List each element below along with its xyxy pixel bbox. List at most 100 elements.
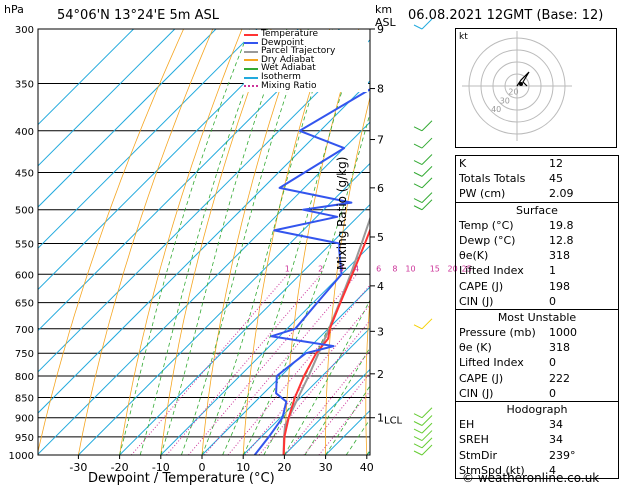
index-value: 19.8	[549, 218, 574, 232]
plot-frame	[37, 28, 371, 456]
index-name: CAPE (J)	[459, 279, 504, 293]
isotherm-line	[38, 29, 134, 126]
pressure-tick-label: 800	[15, 372, 34, 383]
km-tick-label: 1	[377, 412, 384, 425]
km-tick-label: 9	[377, 23, 384, 36]
index-row: SREH 34	[456, 432, 618, 447]
km-tick-label: 4	[377, 280, 384, 293]
pressure-tick-label: 500	[15, 206, 34, 217]
legend: Temperature Dewpoint Parcel Trajectory Dry …	[244, 30, 368, 92]
index-row: StmSpd (kt) 4	[456, 463, 618, 478]
temperature-tick-label: 40	[360, 461, 374, 474]
wind-barb	[413, 143, 423, 149]
wet-adiabat-line	[284, 299, 370, 455]
index-value: 0	[549, 356, 556, 370]
wet-adiabat-line	[119, 29, 251, 455]
pressure-tick-label: 650	[15, 299, 34, 310]
mixing-ratio-label: 10	[405, 264, 415, 273]
index-name: StmDir	[459, 448, 498, 462]
wind-barb	[421, 137, 433, 149]
wind-barb	[421, 430, 433, 441]
mixing-ratio-label: 15	[430, 264, 440, 273]
index-name: Dewp (°C)	[459, 233, 516, 247]
hpa-label: hPa	[4, 3, 24, 16]
dry-adiabat-line	[405, 29, 447, 455]
mixing-ratio-line	[284, 349, 370, 455]
km-label: km	[375, 3, 393, 16]
index-row: CAPE (J) 222	[456, 371, 618, 386]
km-tick-label: 5	[377, 231, 384, 244]
legend-item: Dewpoint	[244, 38, 304, 48]
wind-barb	[421, 18, 433, 30]
mixing-ratio-line	[131, 273, 289, 455]
legend-label: Temperature	[261, 29, 319, 39]
index-value: 4	[549, 463, 556, 477]
wind-barb	[421, 166, 433, 177]
index-value: 0	[549, 386, 556, 400]
temperature-tick-label: -30	[69, 461, 87, 474]
index-name: θe (K)	[459, 341, 492, 355]
pressure-tick-label: 850	[15, 393, 34, 404]
index-row: CIN (J) 0	[456, 294, 618, 309]
mixing-ratio-axis-label: Mixing Ratio (g/kg)	[335, 156, 349, 270]
index-name: CAPE (J)	[459, 371, 504, 385]
isotherm-line	[38, 29, 217, 208]
dry-adiabat-line	[242, 29, 331, 455]
pressure-tick-label: 1000	[9, 451, 34, 462]
pressure-tick-label: 700	[15, 325, 34, 336]
hodograph-ring-label: 30	[500, 96, 510, 105]
wind-barb	[413, 443, 423, 449]
index-row: StmDir 239°	[456, 448, 618, 463]
wind-barb	[413, 428, 423, 434]
wet-adiabat-line	[139, 29, 268, 455]
hodograph-frame	[455, 28, 617, 148]
legend-swatch	[244, 33, 258, 36]
legend-item: Parcel Trajectory	[244, 47, 335, 56]
temperature-tick-label: -10	[152, 461, 170, 474]
legend-label: Isotherm	[261, 72, 301, 82]
hodograph-unit-label: kt	[459, 32, 468, 42]
mixing-ratio-line	[244, 303, 370, 455]
index-row: CAPE (J) 198	[456, 279, 618, 294]
index-value: 1000	[549, 326, 577, 340]
wind-barb	[413, 450, 423, 456]
dry-adiabat-line	[284, 29, 360, 455]
wind-barb	[413, 205, 423, 211]
temperature-tick-label: 30	[319, 461, 333, 474]
legend-label: Parcel Trajectory	[261, 46, 336, 57]
index-row: Dewp (°C) 12.8	[456, 233, 618, 248]
wet-adiabat-line	[201, 29, 334, 455]
index-value: 34	[549, 418, 563, 432]
index-section-title: Most Unstable	[456, 308, 618, 325]
legend-label: Dry Adiabat	[261, 54, 315, 65]
wet-adiabat-line	[242, 111, 370, 455]
index-name: Lifted Index	[459, 356, 524, 370]
temperature-tick-label: 10	[236, 461, 250, 474]
wet-adiabat-line	[181, 29, 309, 455]
index-row: θe (K) 318	[456, 340, 618, 355]
wind-barb	[421, 154, 433, 165]
wind-barb	[421, 120, 433, 132]
wind-barb	[413, 160, 423, 165]
isotherm-line	[284, 368, 370, 455]
index-row: Temp (°C) 19.8	[456, 218, 618, 233]
pressure-tick-label: 900	[15, 414, 34, 425]
indices-table: K 12 Totals Totals 45 PW (cm) 2.09 Surface Temp…	[455, 155, 619, 479]
mixing-ratio-label: 20	[447, 264, 457, 273]
legend-swatch	[244, 59, 258, 62]
legend-swatch	[244, 76, 258, 79]
wind-barb	[421, 437, 433, 449]
index-value: 318	[549, 249, 570, 263]
index-value: 239°	[549, 448, 576, 462]
wind-barb	[421, 192, 433, 203]
dry-adiabat-line	[160, 29, 272, 455]
isotherm-line	[38, 121, 370, 455]
mixing-ratio-line	[258, 319, 370, 455]
mixing-ratio-label: 2	[318, 264, 323, 273]
wind-barb	[421, 415, 433, 426]
index-name: Pressure (mb)	[459, 326, 536, 340]
wind-barb	[413, 126, 423, 132]
dry-adiabat-line	[38, 29, 184, 454]
